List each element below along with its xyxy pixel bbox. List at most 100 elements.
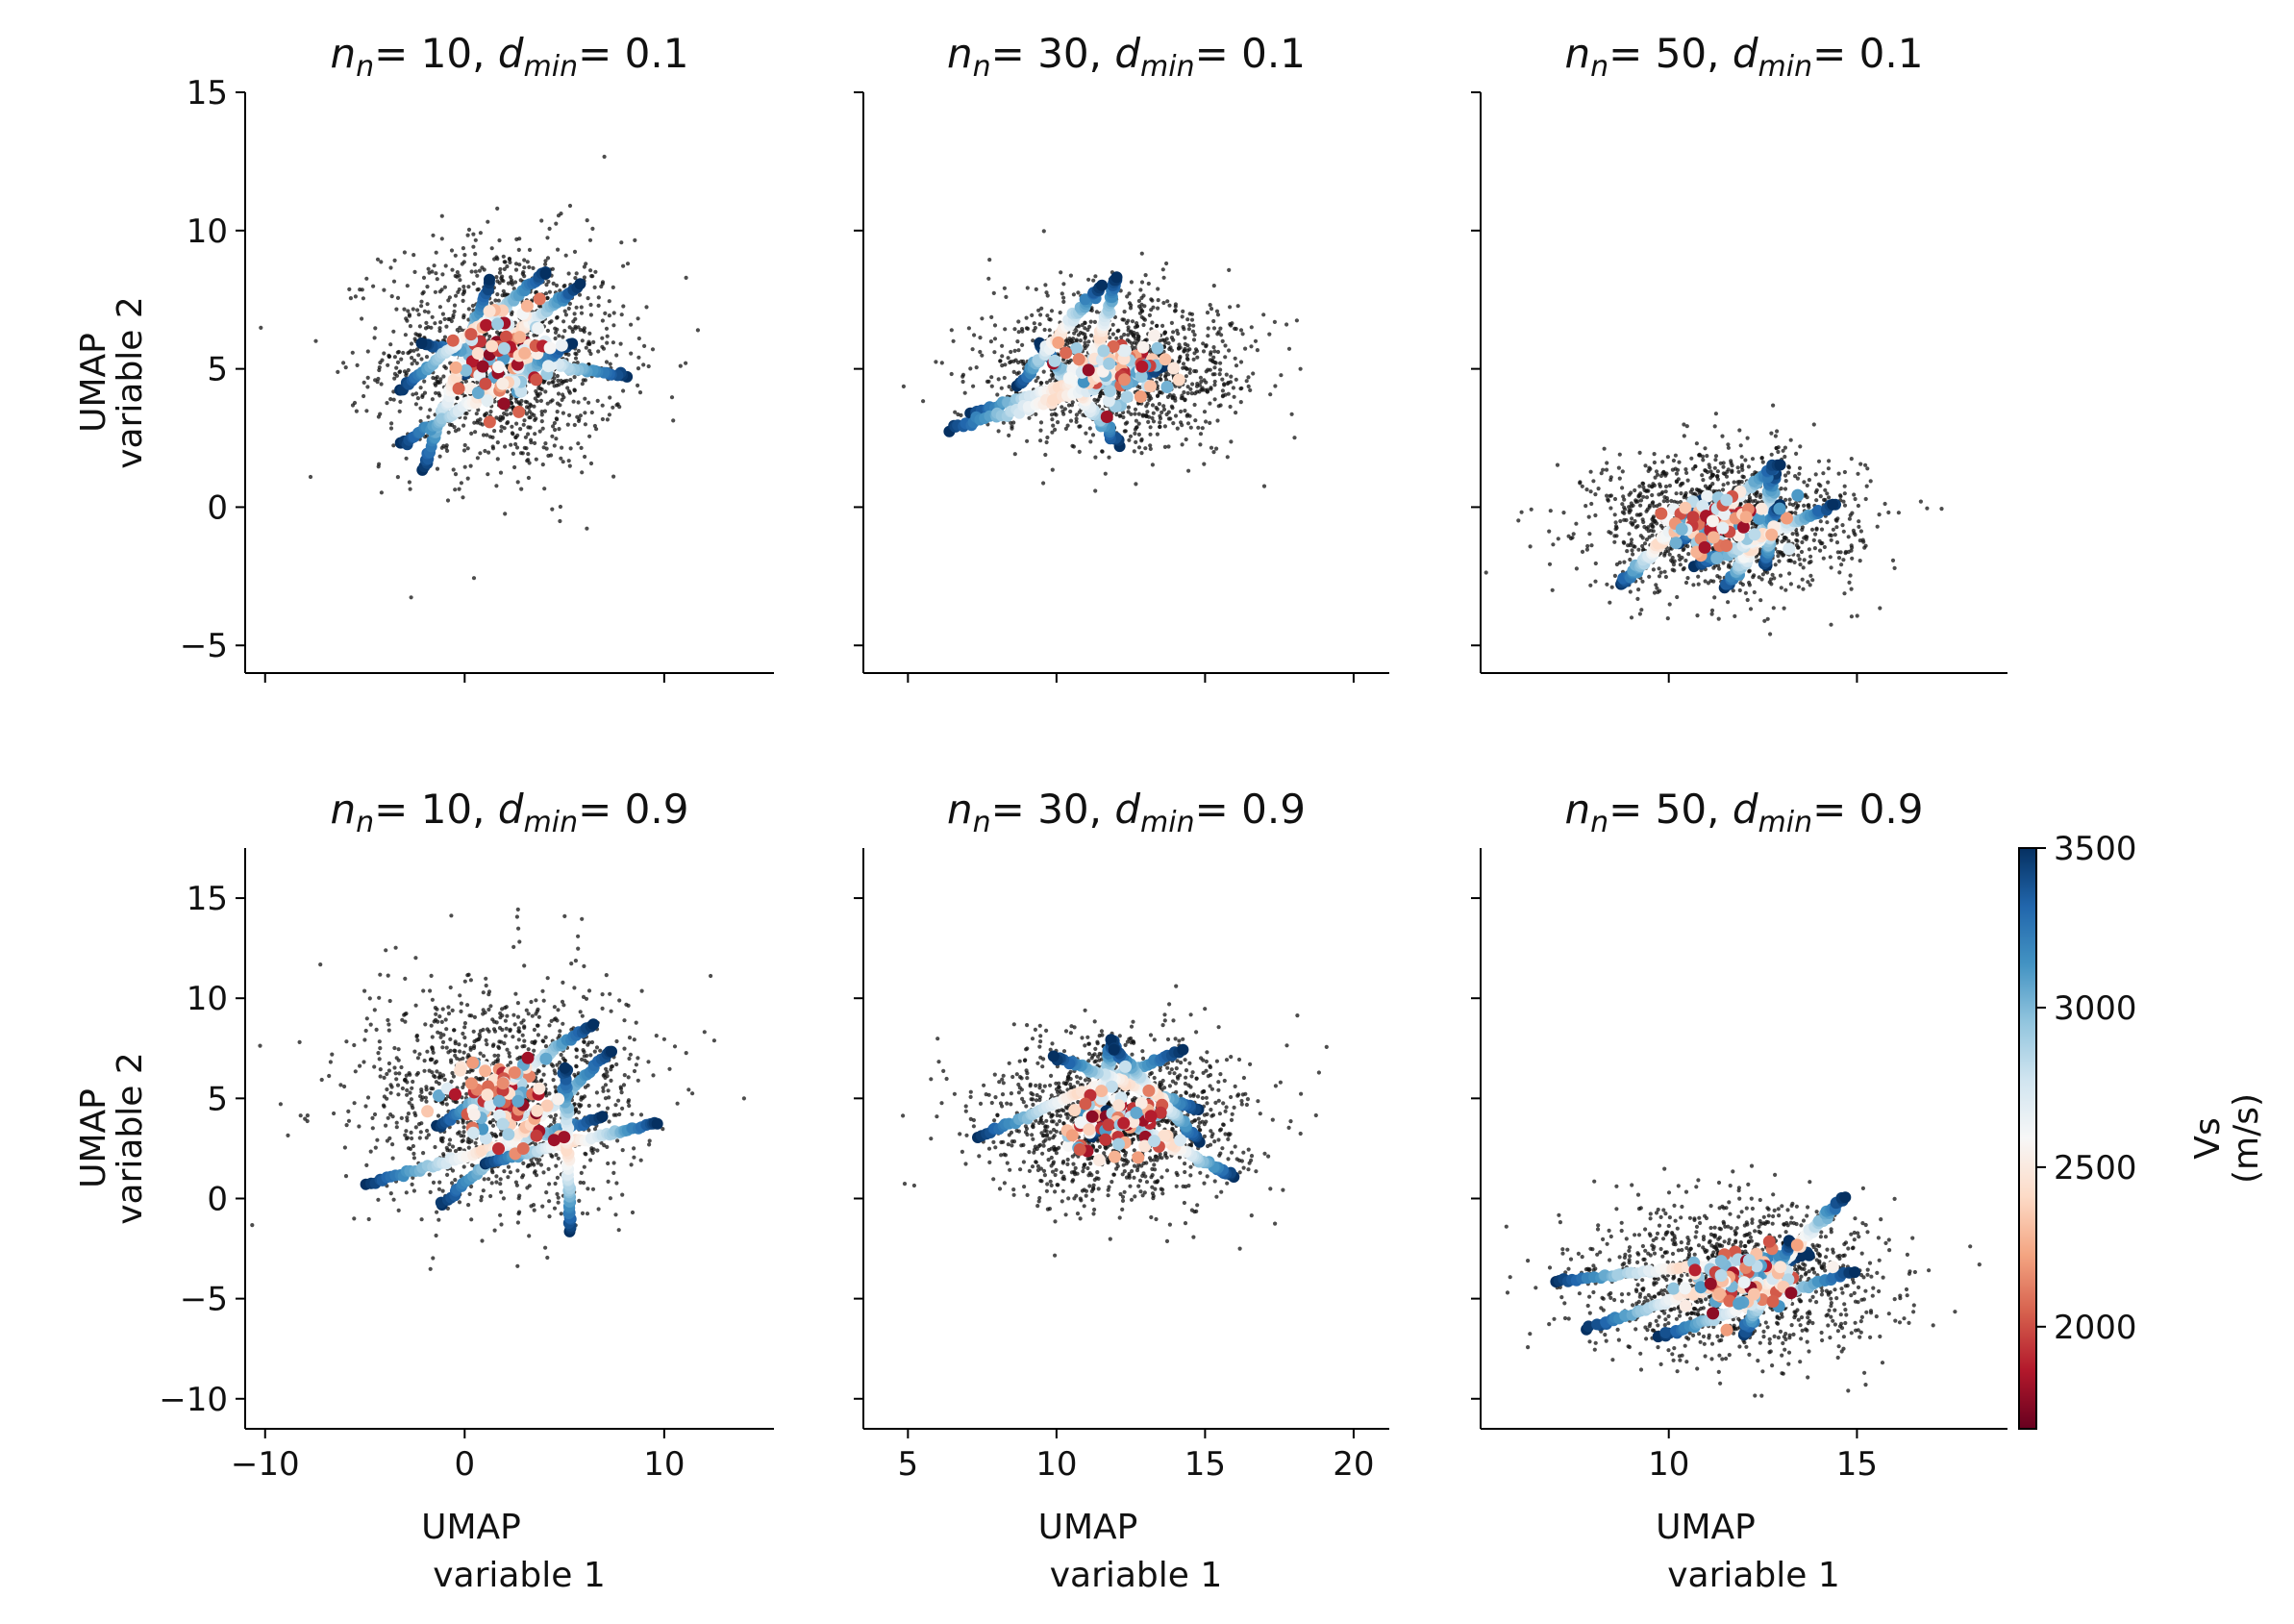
scatter-point [525, 260, 530, 264]
scatter-point [1842, 469, 1847, 475]
scatter-point [1850, 556, 1855, 561]
scatter-point [1251, 371, 1256, 376]
scatter-point [1211, 318, 1216, 324]
scatter-point [1007, 433, 1011, 437]
scatter-point [962, 390, 967, 395]
scatter-point [566, 352, 571, 357]
scatter-point [259, 325, 263, 330]
scatter-point [375, 257, 381, 262]
scatter-point [1801, 587, 1806, 591]
scatter-point [438, 377, 443, 382]
scatter-point [1003, 327, 1008, 332]
scatter-point [1674, 491, 1679, 496]
scatter-point [1133, 431, 1137, 436]
scatter-point [1658, 588, 1662, 593]
scatter-point [587, 434, 592, 438]
scatter-point [1852, 531, 1857, 536]
scatter-point [1621, 494, 1626, 499]
scatter-point [999, 386, 1004, 390]
scatter-point [1735, 480, 1740, 485]
scatter-point [1691, 583, 1696, 587]
scatter-point [354, 409, 359, 413]
scatter-point [1179, 409, 1184, 414]
scatter-point [1134, 390, 1147, 403]
scatter-point [1096, 279, 1109, 291]
scatter-point [1185, 317, 1190, 322]
scatter-point [1637, 484, 1642, 488]
scatter-point [1484, 570, 1488, 575]
scatter-point [1223, 343, 1228, 348]
scatter-point [1857, 524, 1861, 530]
scatter-point [619, 240, 624, 245]
scatter-point [472, 262, 477, 267]
scatter-point [560, 381, 564, 386]
scatter-point [1797, 471, 1802, 476]
scatter-point [1868, 479, 1873, 484]
scatter-point [1638, 534, 1643, 538]
scatter-point [959, 412, 963, 417]
scatter-point [1588, 583, 1593, 587]
scatter-point [1086, 277, 1091, 282]
scatter-point [1165, 299, 1170, 304]
scatter-point [607, 412, 612, 417]
scatter-point [1144, 404, 1149, 409]
scatter-point [1238, 400, 1243, 405]
scatter-point [580, 470, 585, 475]
scatter-point [475, 420, 480, 425]
scatter-point [1158, 416, 1163, 421]
scatter-point [453, 487, 458, 492]
scatter-point [1625, 549, 1630, 554]
scatter-point [442, 316, 447, 321]
scatter-point [522, 274, 527, 279]
scatter-point [1212, 397, 1217, 402]
scatter-point [582, 326, 587, 331]
scatter-point [1148, 329, 1160, 342]
scatter-point [440, 312, 445, 316]
scatter-point [429, 325, 434, 330]
scatter-point [1179, 396, 1184, 401]
scatter-point [404, 456, 409, 461]
scatter-point [1635, 524, 1640, 529]
scatter-point [362, 380, 366, 385]
scatter-point [583, 422, 588, 427]
scatter-point [1034, 412, 1038, 416]
scatter-point [1268, 392, 1273, 397]
scatter-point [350, 350, 355, 355]
scatter-point [1601, 467, 1606, 472]
scatter-point [465, 233, 470, 237]
scatter-point [1110, 332, 1115, 337]
scatter-point [494, 484, 499, 488]
scatter-point [1849, 457, 1854, 462]
scatter-point [1038, 312, 1043, 317]
scatter-point [495, 292, 500, 297]
scatter-point [641, 362, 646, 367]
scatter-point [1716, 616, 1721, 621]
scatter-point [1164, 412, 1169, 417]
scatter-point [1169, 404, 1174, 409]
scatter-point [564, 378, 569, 384]
scatter-point [437, 289, 442, 294]
scatter-point [1673, 453, 1678, 458]
scatter-point [1129, 412, 1134, 416]
scatter-point [545, 256, 551, 261]
scatter-point [1121, 317, 1127, 322]
scatter-point [1107, 455, 1111, 460]
scatter-point [571, 319, 576, 324]
scatter-point [503, 444, 508, 449]
scatter-point [437, 454, 442, 459]
scatter-point [1794, 451, 1799, 456]
scatter-point [395, 360, 401, 364]
scatter-point [1009, 360, 1013, 364]
scatter-point [1200, 426, 1205, 431]
scatter-point [1161, 300, 1166, 306]
scatter-point [1147, 393, 1152, 399]
scatter-point [1016, 360, 1021, 365]
scatter-point [411, 253, 416, 258]
scatter-point [1777, 559, 1782, 563]
scatter-point [1039, 306, 1044, 311]
scatter-point [543, 389, 548, 394]
scatter-point [1085, 327, 1090, 333]
scatter-point [1786, 470, 1791, 475]
scatter-point [574, 271, 579, 276]
scatter-point [989, 384, 994, 388]
